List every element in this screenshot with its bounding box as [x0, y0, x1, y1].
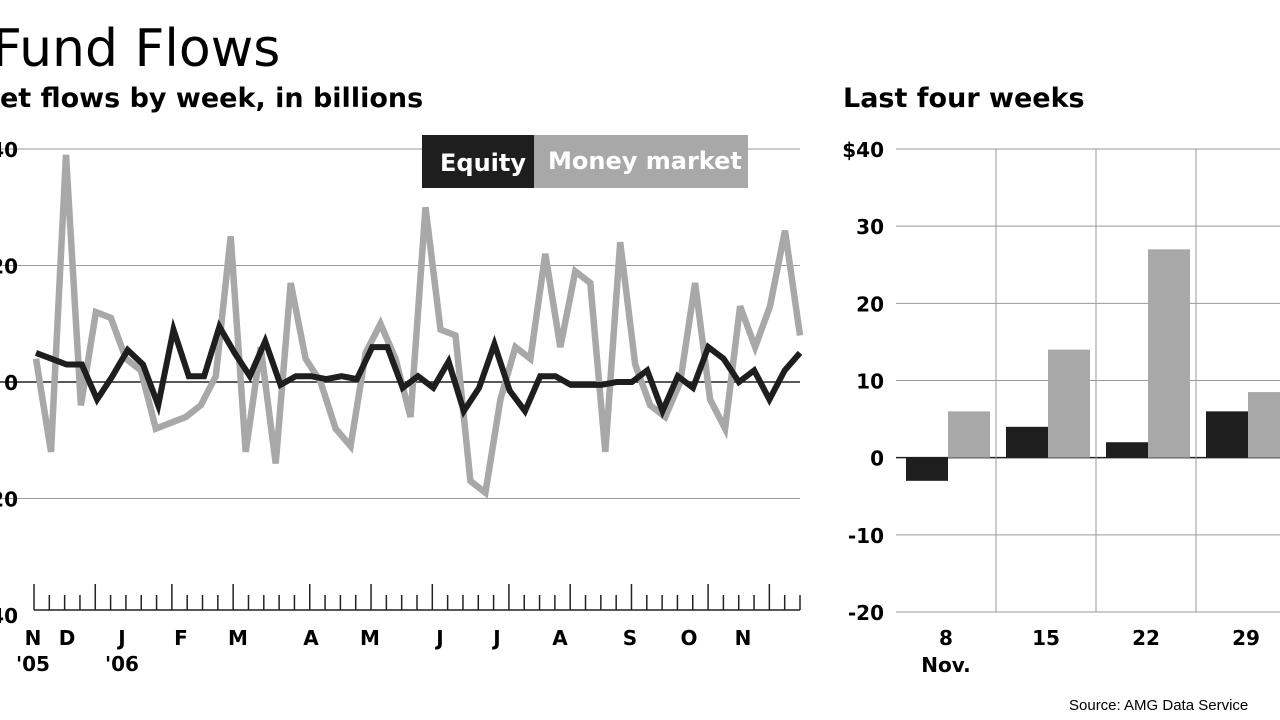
weekly-flows-line-chart: 402002040NDJFMAMJJASON'05'06	[0, 138, 804, 676]
equity-bar	[1006, 426, 1048, 458]
right-chart-subtitle: Last four weeks	[843, 83, 1085, 114]
page-title: Fund Flows	[0, 19, 280, 79]
left-y-tick-label: 20	[0, 255, 18, 279]
left-chart-subtitle: et flows by week, in billions	[0, 83, 423, 114]
right-y-tick-label: 0	[870, 447, 884, 471]
money-market-bar	[948, 411, 990, 458]
left-x-month-label: M	[360, 626, 380, 650]
legend-equity-swatch	[422, 135, 534, 188]
left-x-month-label: O	[680, 626, 697, 650]
right-y-tick-label: -20	[848, 601, 884, 625]
money-market-bar	[1248, 392, 1280, 458]
left-x-month-label: D	[59, 626, 76, 650]
right-y-tick-label: $40	[842, 138, 884, 162]
left-y-tick-label: 40	[0, 138, 18, 162]
left-x-month-label: A	[552, 626, 568, 650]
right-y-tick-label: 30	[856, 215, 884, 239]
right-y-tick-label: -10	[848, 524, 884, 548]
equity-series-line	[34, 317, 803, 420]
left-x-month-label: S	[623, 626, 637, 650]
money-market-series-line	[32, 154, 804, 499]
chart-legend: Equity Money market	[422, 135, 748, 188]
money-market-bar	[1148, 249, 1190, 458]
left-x-month-label: J	[434, 626, 443, 650]
right-x-category-label: 29	[1232, 626, 1260, 650]
money-market-bar	[1048, 349, 1090, 458]
legend-equity-label: Equity	[440, 149, 526, 177]
left-x-month-label: J	[116, 626, 125, 650]
left-y-tick-label: 40	[0, 604, 18, 628]
right-x-category-label: 22	[1132, 626, 1160, 650]
right-x-category-label: 8	[939, 626, 953, 650]
last-four-weeks-bar-chart: $40 30 20 10 0 -10 -20 8 Nov. 15 22 29	[842, 138, 1280, 677]
right-y-tick-label: 10	[856, 370, 884, 394]
left-y-tick-label: 0	[4, 371, 18, 395]
right-y-tick-label: 20	[856, 292, 884, 316]
left-x-month-label: J	[491, 626, 500, 650]
legend-money-market-swatch	[534, 135, 748, 188]
left-x-year-label: '06	[105, 652, 139, 676]
left-x-month-label: N	[25, 626, 42, 650]
left-x-month-label: M	[228, 626, 248, 650]
left-x-month-label: F	[174, 626, 188, 650]
left-x-month-label: A	[303, 626, 319, 650]
equity-bar	[906, 457, 948, 481]
equity-bar	[1106, 442, 1148, 458]
right-x-category-label: 15	[1032, 626, 1060, 650]
right-x-category-sublabel: Nov.	[921, 653, 970, 677]
equity-bar	[1206, 411, 1248, 458]
left-y-tick-label: 20	[0, 488, 18, 512]
left-x-year-label: '05	[16, 652, 50, 676]
legend-money-market-label: Money market	[548, 147, 742, 175]
left-x-month-label: N	[735, 626, 752, 650]
source-note: Source: AMG Data Service	[1069, 697, 1248, 714]
